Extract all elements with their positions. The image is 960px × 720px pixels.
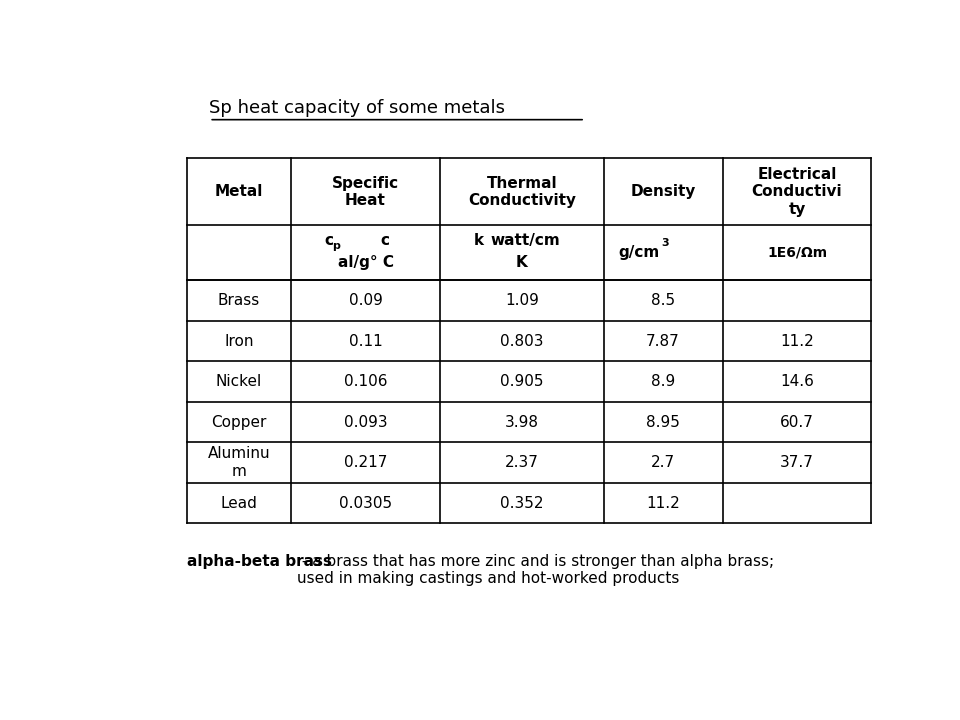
Text: 14.6: 14.6 xyxy=(780,374,814,389)
Text: 2.37: 2.37 xyxy=(505,455,539,470)
Text: 8.5: 8.5 xyxy=(651,293,675,308)
Text: 0.803: 0.803 xyxy=(500,333,543,348)
Text: 37.7: 37.7 xyxy=(780,455,814,470)
Text: 8.95: 8.95 xyxy=(646,415,680,430)
Text: 1.09: 1.09 xyxy=(505,293,539,308)
Text: 0.09: 0.09 xyxy=(348,293,382,308)
Text: 2.7: 2.7 xyxy=(651,455,675,470)
Text: c: c xyxy=(380,233,390,248)
Text: K: K xyxy=(516,255,528,270)
Text: Brass: Brass xyxy=(218,293,260,308)
Text: 11.2: 11.2 xyxy=(780,333,814,348)
Text: Electrical
Conductivi
ty: Electrical Conductivi ty xyxy=(752,167,842,217)
Text: 0.106: 0.106 xyxy=(344,374,387,389)
Text: 60.7: 60.7 xyxy=(780,415,814,430)
Text: 8.9: 8.9 xyxy=(651,374,675,389)
Text: watt/cm: watt/cm xyxy=(491,233,561,248)
Text: 1E6/Ωm: 1E6/Ωm xyxy=(767,246,828,260)
Text: 7.87: 7.87 xyxy=(646,333,680,348)
Text: 3: 3 xyxy=(660,238,668,248)
Text: 0.093: 0.093 xyxy=(344,415,387,430)
Text: Lead: Lead xyxy=(221,495,257,510)
Text: alpha-beta brass: alpha-beta brass xyxy=(187,554,332,569)
Text: Density: Density xyxy=(631,184,696,199)
Text: Sp heat capacity of some metals: Sp heat capacity of some metals xyxy=(209,99,505,117)
Text: Copper: Copper xyxy=(211,415,267,430)
Text: - a brass that has more zinc and is stronger than alpha brass;
used in making ca: - a brass that has more zinc and is stro… xyxy=(297,554,774,586)
Text: 0.11: 0.11 xyxy=(348,333,382,348)
Text: Nickel: Nickel xyxy=(216,374,262,389)
Text: 0.905: 0.905 xyxy=(500,374,543,389)
Text: 0.217: 0.217 xyxy=(344,455,387,470)
Text: Iron: Iron xyxy=(225,333,253,348)
Text: 0.352: 0.352 xyxy=(500,495,543,510)
Text: c: c xyxy=(324,233,334,248)
Text: Aluminu
m: Aluminu m xyxy=(207,446,271,479)
Text: g/cm: g/cm xyxy=(618,246,660,260)
Text: Metal: Metal xyxy=(215,184,263,199)
Text: 3.98: 3.98 xyxy=(505,415,539,430)
Text: p: p xyxy=(332,240,340,251)
Text: Thermal
Conductivity: Thermal Conductivity xyxy=(468,176,576,208)
Text: Specific
Heat: Specific Heat xyxy=(332,176,399,208)
Text: k: k xyxy=(473,233,484,248)
Text: 0.0305: 0.0305 xyxy=(339,495,392,510)
Text: al/g° C: al/g° C xyxy=(338,255,394,270)
Text: 11.2: 11.2 xyxy=(646,495,680,510)
